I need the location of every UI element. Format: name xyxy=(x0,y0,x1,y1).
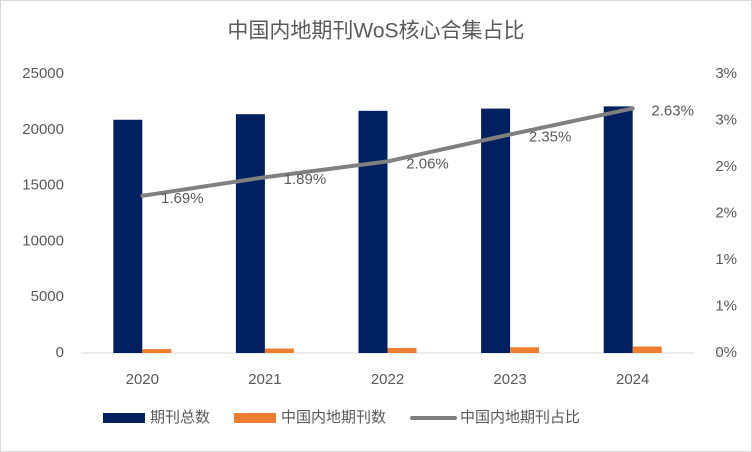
y2-tick-label: 3% xyxy=(715,111,737,128)
bar xyxy=(113,119,143,353)
bar xyxy=(481,108,511,353)
data-label: 2.35% xyxy=(529,128,572,145)
line xyxy=(140,106,635,198)
y2-tick-label: 1% xyxy=(715,251,737,268)
bar xyxy=(264,348,294,353)
data-label: 1.89% xyxy=(284,171,327,188)
y-tick-label: 10000 xyxy=(22,232,64,249)
legend-label: 中国内地期刊占比 xyxy=(460,409,580,426)
y-tick-label: 25000 xyxy=(22,65,64,82)
y2-tick-label: 3% xyxy=(715,65,737,82)
data-label: 2.06% xyxy=(406,155,449,172)
y-tick-label: 0 xyxy=(56,344,64,361)
x-tick-label: 2020 xyxy=(126,371,159,388)
x-tick-label: 2023 xyxy=(493,371,526,388)
data-label: 1.69% xyxy=(161,190,204,207)
bar xyxy=(510,347,540,353)
legend-marker xyxy=(103,413,145,423)
y2-tick-label: 2% xyxy=(715,204,737,221)
x-tick-label: 2021 xyxy=(248,371,281,388)
bar xyxy=(142,349,172,353)
y-tick-label: 5000 xyxy=(31,288,64,305)
x-tick-label: 2022 xyxy=(371,371,404,388)
bar xyxy=(358,110,388,353)
y2-tick-label: 1% xyxy=(715,297,737,314)
data-label: 2.63% xyxy=(651,102,694,119)
y-tick-label: 20000 xyxy=(22,121,64,138)
x-tick-label: 2024 xyxy=(616,371,649,388)
y2-tick-label: 0% xyxy=(715,344,737,361)
chart-title: 中国内地期刊WoS核心合集占比 xyxy=(227,20,524,43)
bar xyxy=(235,114,265,354)
bar xyxy=(387,348,417,353)
y-tick-label: 15000 xyxy=(22,177,64,194)
legend-marker xyxy=(234,413,277,423)
legend-label: 中国内地期刊数 xyxy=(281,409,386,426)
bar xyxy=(632,346,662,353)
legend-label: 期刊总数 xyxy=(150,409,210,426)
y2-tick-label: 2% xyxy=(715,158,737,175)
bar xyxy=(603,106,633,353)
